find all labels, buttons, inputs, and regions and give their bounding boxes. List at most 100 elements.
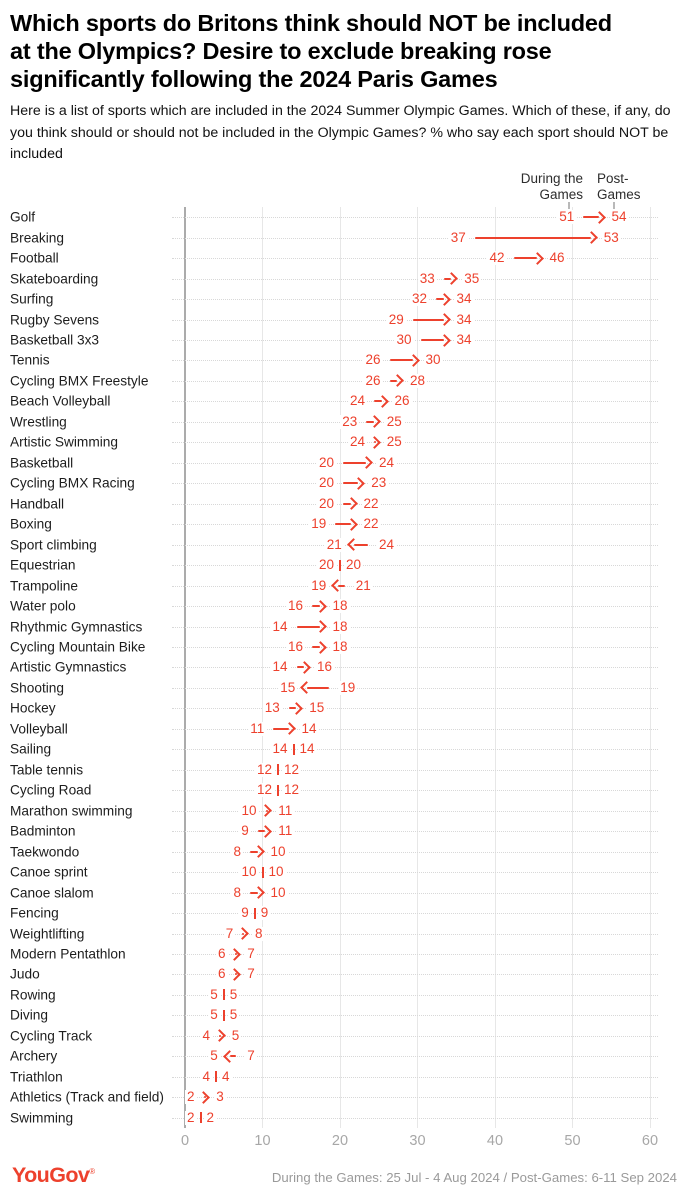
arrow-shaft	[583, 216, 599, 219]
arrow-shaft	[374, 441, 376, 444]
chart-row: Sport climbing 24 21	[0, 534, 690, 554]
chart-row: Canoe sprint 10 10	[0, 862, 690, 882]
chart-row: Cycling BMX Racing 20 23	[0, 473, 690, 493]
row-dotted-line	[172, 851, 658, 853]
row-label: Marathon swimming	[10, 803, 133, 819]
post-value: 54	[609, 209, 629, 225]
row-label: Beach Volleyball	[10, 393, 111, 409]
during-value: 21	[353, 577, 373, 593]
during-value: 23	[340, 413, 360, 429]
column-header-tick-post	[613, 202, 615, 209]
arrow-head-right	[437, 313, 451, 326]
row-dotted-line	[172, 340, 658, 342]
x-axis-tick-label: 20	[331, 1133, 349, 1149]
row-dotted-line	[172, 401, 658, 403]
row-dotted-line	[172, 524, 658, 526]
row-dotted-line	[172, 421, 658, 423]
arrow-head-right	[375, 395, 389, 408]
row-label: Fencing	[10, 905, 59, 921]
chart-row: Golf 51 54	[0, 207, 690, 227]
chart-row: Basketball 3x3 30 34	[0, 330, 690, 350]
post-value: 18	[330, 618, 350, 634]
during-value: 4	[200, 1068, 212, 1084]
row-dotted-line	[172, 237, 658, 239]
row-dotted-line	[172, 933, 658, 935]
post-value: 4	[220, 1068, 232, 1084]
row-dotted-line	[172, 1056, 658, 1058]
row-label: Football	[10, 250, 59, 266]
row-dotted-line	[172, 278, 658, 280]
arrow-shaft	[250, 850, 258, 853]
arrow-head-right	[344, 517, 358, 531]
row-dotted-line	[172, 872, 658, 874]
during-value: 12	[254, 761, 274, 777]
row-label: Triathlon	[10, 1069, 63, 1085]
chart-row: Volleyball 11 14	[0, 719, 690, 739]
chart-row: Archery 7 5	[0, 1046, 690, 1066]
post-value: 34	[454, 332, 474, 348]
row-dotted-line	[172, 831, 658, 833]
chart-row: Judo 6 7	[0, 964, 690, 984]
chart-row: Artistic Swimming 24 25	[0, 432, 690, 452]
during-value: 9	[239, 905, 251, 921]
arrow-shaft	[219, 1034, 221, 1037]
arrow-shaft	[307, 686, 330, 689]
row-dotted-line	[172, 462, 658, 464]
row-dotted-line	[172, 217, 658, 219]
row-dotted-line	[172, 565, 658, 567]
arrow-shaft	[288, 707, 297, 710]
chart-row: Skateboarding 33 35	[0, 268, 690, 288]
arrow-shaft	[312, 605, 320, 608]
post-value: 18	[330, 598, 350, 614]
during-value: 2	[184, 1089, 197, 1105]
arrow-head-right	[236, 927, 249, 940]
chart-row: Triathlon 4 4	[0, 1067, 690, 1087]
chart-row: Badminton 9 11	[0, 821, 690, 841]
chart-row: Cycling Mountain Bike 16 18	[0, 637, 690, 657]
chart-row: Weightlifting 7 8	[0, 923, 690, 943]
no-change-bar	[215, 1071, 217, 1083]
during-value: 8	[231, 884, 243, 900]
chart-row: Basketball 20 24	[0, 453, 690, 473]
during-value: 10	[239, 864, 259, 880]
arrow-head-right	[530, 251, 544, 265]
row-dotted-line	[172, 687, 658, 689]
chart-row: Canoe slalom 8 10	[0, 882, 690, 902]
row-label: Cycling BMX Freestyle	[10, 373, 149, 389]
arrow-shaft	[242, 932, 245, 935]
row-label: Handball	[10, 496, 65, 512]
chart-row: Rowing 5 5	[0, 985, 690, 1005]
page-subtitle: Here is a list of sports which are inclu…	[10, 103, 671, 162]
post-value: 16	[315, 659, 335, 675]
arrow-shaft	[234, 953, 237, 956]
row-label: Artistic Gymnastics	[10, 659, 127, 675]
arrow-head-left	[300, 681, 314, 695]
post-value: 10	[266, 864, 286, 880]
no-change-bar	[253, 907, 256, 919]
arrow-shaft	[389, 379, 397, 382]
arrow-head-right	[584, 231, 598, 245]
post-value: 10	[268, 884, 288, 900]
row-label: Basketball 3x3	[10, 332, 100, 348]
row-dotted-line	[172, 442, 658, 444]
row-label: Golf	[10, 209, 36, 225]
row-label: Artistic Swimming	[10, 434, 118, 450]
row-dotted-line	[172, 913, 658, 915]
arrow-head-right	[282, 722, 296, 736]
no-change-bar	[222, 1009, 225, 1021]
arrow-head-right	[290, 702, 304, 715]
during-value: 13	[262, 700, 282, 716]
arrow-shaft	[474, 236, 591, 239]
x-axis-tick-label: 10	[254, 1133, 271, 1149]
arrow-head-right	[212, 1029, 226, 1043]
during-value: 12	[254, 782, 274, 798]
row-label: Cycling Road	[10, 782, 92, 798]
chart-row: Cycling Road 12 12	[0, 780, 690, 800]
chart-row: Boxing 19 22	[0, 514, 690, 534]
during-value: 14	[270, 659, 290, 675]
arrow-head-right	[298, 661, 311, 674]
during-value: 7	[223, 925, 236, 941]
arrow-head-right	[367, 415, 381, 429]
arrow-shaft	[343, 482, 359, 485]
